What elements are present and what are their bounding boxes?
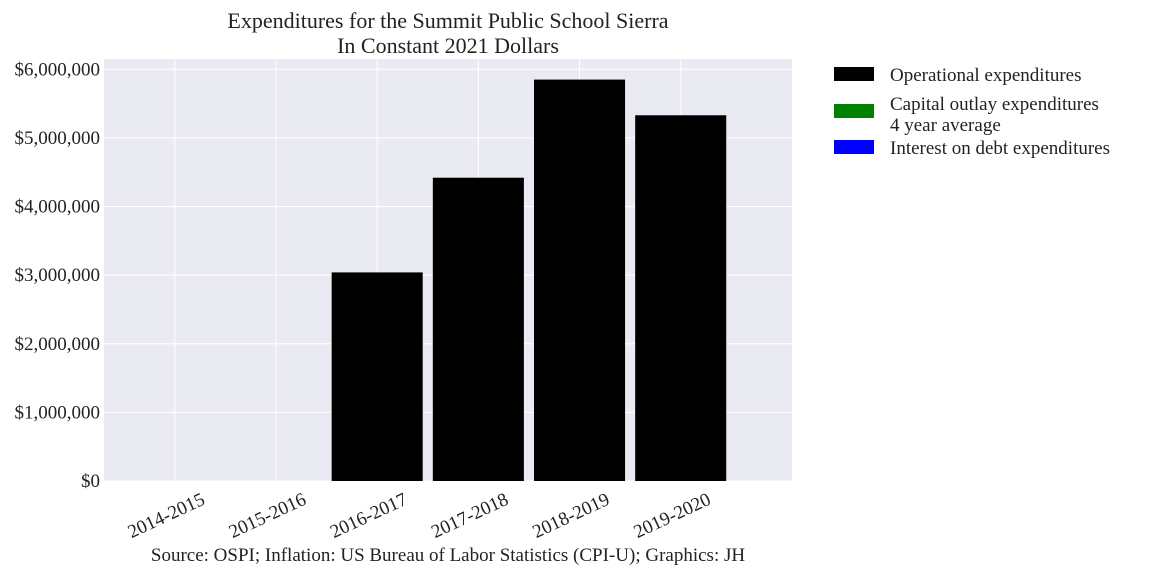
chart-title: Expenditures for the Summit Public Schoo…: [227, 8, 668, 33]
legend-label: Interest on debt expenditures: [890, 138, 1110, 159]
bar: [534, 79, 626, 482]
x-tick-label: 2015-2016: [226, 489, 309, 543]
bars: [331, 79, 727, 482]
legend-swatch: [834, 140, 874, 154]
y-tick-label: $6,000,000: [15, 59, 101, 80]
x-axis-ticks: 2014-2015 2015-2016 2016-2017 2017-2018 2018…: [125, 489, 714, 543]
bar: [432, 177, 524, 482]
legend-label: Capital outlay expenditures 4 year averag…: [890, 94, 1099, 136]
y-tick-label: $4,000,000: [15, 197, 101, 218]
legend-swatch: [834, 67, 874, 81]
legend: Operational expenditures Capital outlay e…: [834, 65, 1110, 159]
y-tick-label: $3,000,000: [15, 265, 101, 286]
x-tick-label: 2018-2019: [529, 489, 612, 543]
x-tick-label: 2017-2018: [428, 489, 511, 543]
source-note: Source: OSPI; Inflation: US Bureau of La…: [151, 545, 745, 566]
chart-subtitle: In Constant 2021 Dollars: [337, 33, 559, 58]
bar: [331, 272, 423, 481]
x-tick-label: 2019-2020: [631, 489, 714, 543]
legend-label: Operational expenditures: [890, 65, 1082, 86]
y-tick-label: $0: [81, 471, 100, 492]
y-tick-label: $2,000,000: [15, 334, 101, 355]
x-tick-label: 2016-2017: [327, 489, 410, 543]
x-tick-label: 2014-2015: [125, 489, 208, 543]
legend-swatch: [834, 104, 874, 118]
y-axis-ticks: $0 $1,000,000 $2,000,000 $3,000,000 $4,000,0…: [15, 59, 101, 492]
bar: [635, 115, 727, 482]
y-tick-label: $1,000,000: [15, 402, 101, 423]
y-tick-label: $5,000,000: [15, 128, 101, 149]
